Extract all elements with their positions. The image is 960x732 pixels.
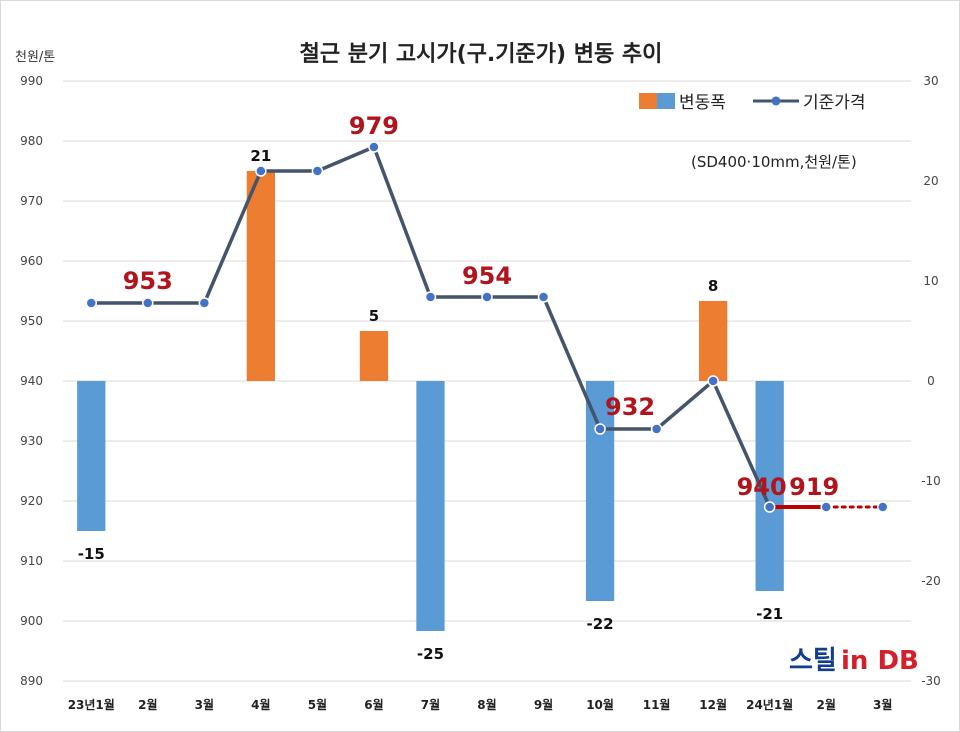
price-point: [537, 291, 550, 303]
left-axis-tick-label: 900: [20, 614, 43, 628]
price-point: [707, 375, 719, 387]
price-point: [876, 501, 889, 513]
price-point: [368, 141, 380, 153]
price-value-label: 932: [605, 393, 655, 421]
left-axis-tick-label: 950: [20, 314, 43, 328]
change-bar: [77, 381, 106, 531]
bar-value-label: -22: [587, 615, 614, 633]
x-axis-tick-label: 9월: [534, 697, 553, 712]
legend-bar-label: 변동폭: [679, 93, 726, 113]
legend-bar-swatch-negative: [657, 93, 675, 109]
price-point: [763, 501, 776, 513]
bar-value-label: 5: [369, 307, 379, 325]
change-bar: [359, 331, 389, 381]
price-point: [85, 297, 98, 309]
bar-value-label: -25: [417, 645, 444, 663]
price-point: [820, 501, 832, 513]
left-axis-tick-label: 940: [20, 374, 43, 388]
price-line: [85, 141, 889, 513]
x-axis-tick-label: 10월: [586, 697, 614, 712]
right-axis-tick-label: -30: [921, 674, 941, 688]
data-labels: -15 21 5 -25 -22 8 -21 953 979 954 932 940 919: [78, 112, 840, 663]
x-axis-tick-label: 2월: [817, 697, 836, 712]
price-point: [650, 423, 663, 435]
bar-value-label: 21: [250, 147, 271, 165]
price-point: [198, 297, 211, 309]
brand-logo-part1: 스틸: [789, 646, 837, 676]
x-axis-tick-label: 23년1월: [68, 697, 115, 712]
price-value-label: 979: [349, 112, 399, 140]
change-bar: [246, 171, 275, 381]
price-value-label: 954: [462, 262, 512, 290]
price-point: [255, 165, 267, 177]
left-axis-unit-label: 천원/톤: [15, 50, 55, 65]
price-point: [594, 423, 606, 435]
x-axis-tick-label: 2월: [138, 697, 157, 712]
right-axis-tick-label: -10: [921, 474, 941, 488]
right-axis-tick-label: 0: [927, 374, 935, 388]
left-axis-tick-label: 970: [20, 194, 43, 208]
brand-logo: 스틸 in DB: [789, 646, 919, 676]
right-axis-tick-label: -20: [921, 574, 941, 588]
change-bar: [699, 301, 728, 381]
right-axis-tick-label: 20: [923, 174, 938, 188]
axes: 890 900 910 920 930 940 950 960 970 980 990 -30 -20 -…: [20, 74, 941, 712]
change-bar: [585, 381, 615, 601]
x-axis-tick-label: 4월: [251, 697, 270, 712]
x-axis-tick-label: 3월: [873, 697, 892, 712]
right-axis-tick-label: 10: [923, 274, 938, 288]
price-point: [311, 165, 324, 177]
price-value-label: 953: [123, 267, 173, 295]
bar-value-label: -21: [756, 605, 783, 623]
x-axis-tick-label: 24년1월: [746, 697, 793, 712]
chart-title: 철근 분기 고시가(구.기준가) 변동 추이: [300, 42, 663, 67]
x-axis-tick-label: 6월: [364, 697, 383, 712]
x-axis-tick-label: 3월: [195, 697, 214, 712]
bar-value-label: -15: [78, 545, 105, 563]
legend-line-marker: [771, 96, 781, 106]
price-point: [481, 291, 493, 303]
left-axis-tick-label: 990: [20, 74, 43, 88]
bar-value-label: 8: [708, 277, 718, 295]
left-axis-tick-label: 890: [20, 674, 43, 688]
left-axis-tick-label: 920: [20, 494, 43, 508]
right-axis-tick-label: 30: [923, 74, 938, 88]
left-axis-tick-label: 980: [20, 134, 43, 148]
price-point: [424, 291, 437, 303]
left-axis-tick-label: 930: [20, 434, 43, 448]
legend-line-label: 기준가격: [803, 93, 866, 113]
x-axis-tick-label: 12월: [699, 697, 727, 712]
legend: 변동폭 기준가격: [639, 93, 866, 113]
left-axis-tick-label: 910: [20, 554, 43, 568]
change-bars: [77, 171, 784, 631]
x-axis-tick-label: 5월: [308, 697, 327, 712]
x-axis-tick-label: 11월: [643, 697, 671, 712]
price-value-label: 940: [737, 473, 787, 501]
x-axis-tick-label: 7월: [421, 697, 440, 712]
spec-note: (SD400·10mm,천원/톤): [691, 153, 857, 171]
brand-logo-part2: in DB: [841, 646, 919, 676]
price-point: [142, 297, 154, 309]
price-value-label: 919: [789, 473, 839, 501]
x-axis-tick-label: 8월: [477, 697, 496, 712]
change-bar: [416, 381, 445, 631]
left-axis-tick-label: 960: [20, 254, 43, 268]
